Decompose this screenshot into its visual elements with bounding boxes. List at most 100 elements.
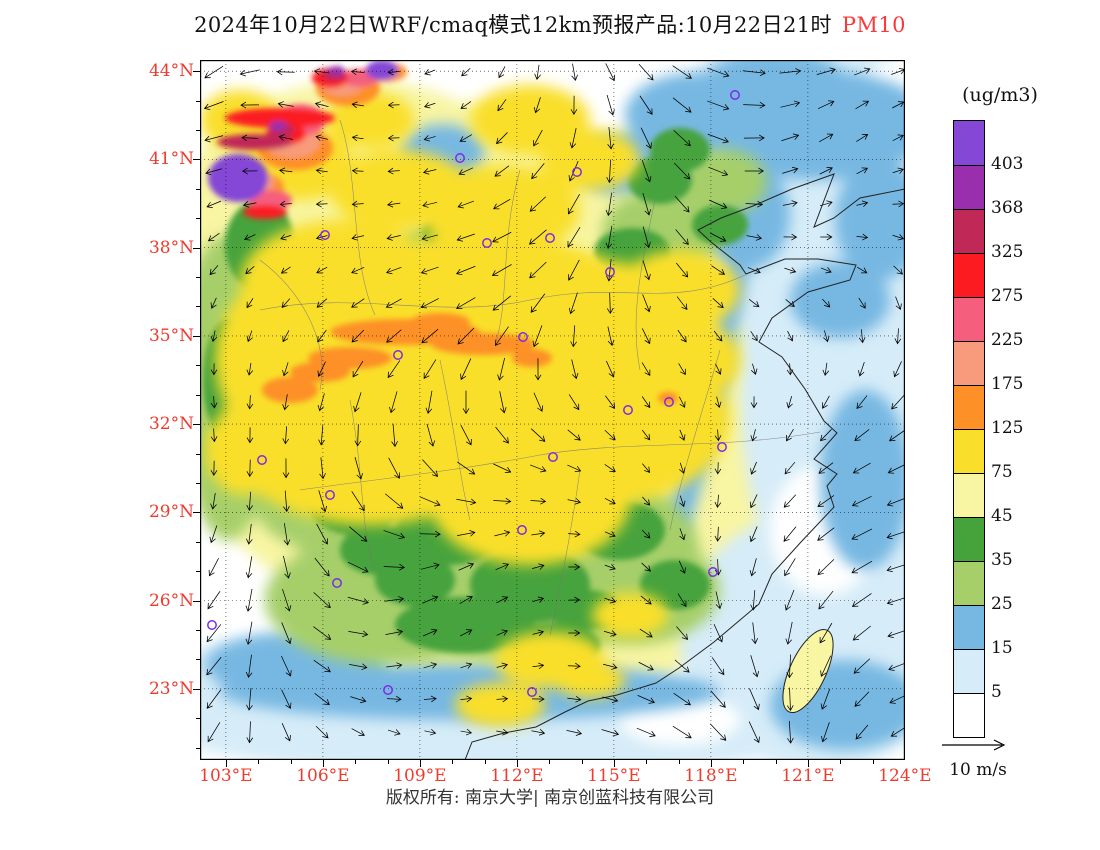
pm10-field bbox=[160, 30, 960, 775]
lat-label: 35°N bbox=[148, 325, 194, 346]
tick bbox=[808, 760, 810, 767]
city-marker bbox=[717, 442, 727, 452]
tick bbox=[193, 335, 200, 337]
tick bbox=[196, 659, 200, 661]
legend-value: 15 bbox=[991, 638, 1013, 658]
city-marker bbox=[383, 685, 393, 695]
city-marker bbox=[545, 233, 555, 243]
lon-label: 103°E bbox=[199, 766, 253, 786]
tick bbox=[840, 760, 842, 764]
city-marker bbox=[257, 455, 267, 465]
legend-value: 125 bbox=[991, 418, 1024, 438]
legend-colorbar bbox=[953, 120, 985, 738]
city-marker bbox=[548, 452, 558, 462]
tick bbox=[196, 130, 200, 132]
tick bbox=[196, 482, 200, 484]
tick bbox=[196, 218, 200, 220]
lat-label: 23°N bbox=[148, 678, 194, 699]
legend-color-step bbox=[954, 253, 984, 297]
city-marker bbox=[527, 687, 537, 697]
wind-vectors bbox=[203, 63, 910, 744]
tick bbox=[872, 760, 874, 764]
lon-label: 118°E bbox=[684, 766, 738, 786]
legend-value: 368 bbox=[991, 198, 1024, 218]
map-frame bbox=[199, 59, 906, 761]
tick bbox=[193, 159, 200, 161]
tick bbox=[196, 718, 200, 720]
legend-value: 25 bbox=[991, 594, 1013, 614]
tick bbox=[452, 760, 454, 764]
tick bbox=[290, 760, 292, 764]
tick bbox=[196, 453, 200, 455]
tick bbox=[355, 760, 357, 764]
tick bbox=[419, 760, 421, 767]
legend-color-step bbox=[954, 165, 984, 209]
title-main: 2024年10月22日WRF/cmaq模式12km预报产品:10月22日21时 bbox=[194, 13, 832, 37]
city-marker bbox=[455, 153, 465, 163]
tick bbox=[196, 571, 200, 573]
tick bbox=[711, 760, 712, 767]
tick bbox=[225, 760, 227, 767]
city-marker bbox=[332, 578, 342, 588]
legend-value: 45 bbox=[991, 506, 1013, 526]
tick bbox=[196, 747, 200, 749]
legend-color-step bbox=[954, 121, 984, 165]
tick bbox=[193, 424, 200, 426]
legend-value: 5 bbox=[991, 682, 1002, 702]
city-marker bbox=[605, 267, 615, 277]
legend-value: 75 bbox=[991, 462, 1013, 482]
tick bbox=[646, 760, 648, 764]
tick bbox=[196, 365, 200, 367]
tick bbox=[484, 760, 486, 764]
tick bbox=[196, 394, 200, 396]
city-marker bbox=[730, 90, 740, 100]
city-marker bbox=[664, 397, 674, 407]
tick bbox=[193, 688, 200, 690]
city-marker bbox=[207, 620, 217, 630]
city-markers bbox=[207, 90, 740, 697]
city-marker bbox=[518, 332, 528, 342]
tick bbox=[258, 760, 260, 764]
legend-value: 35 bbox=[991, 550, 1013, 570]
tick bbox=[193, 247, 200, 249]
legend-color-step bbox=[954, 605, 984, 649]
page-title: 2024年10月22日WRF/cmaq模式12km预报产品:10月22日21时 P… bbox=[0, 9, 1100, 39]
legend-unit: (ug/m3) bbox=[962, 84, 1038, 106]
legend-color-step bbox=[954, 385, 984, 429]
city-marker bbox=[393, 350, 403, 360]
legend-color-step bbox=[954, 209, 984, 253]
city-marker bbox=[708, 567, 718, 577]
city-marker bbox=[325, 490, 335, 500]
lon-label: 121°E bbox=[781, 766, 835, 786]
wind-scale-arrow bbox=[942, 739, 1006, 751]
lon-label: 106°E bbox=[296, 766, 350, 786]
lat-label: 26°N bbox=[148, 590, 194, 611]
tick bbox=[322, 760, 324, 767]
lat-label: 38°N bbox=[148, 237, 194, 258]
tick bbox=[581, 760, 583, 764]
tick bbox=[193, 71, 200, 73]
lon-label: 124°E bbox=[878, 766, 932, 786]
tick bbox=[775, 760, 777, 764]
legend-color-step bbox=[954, 649, 984, 693]
tick bbox=[516, 760, 518, 767]
tick bbox=[196, 277, 200, 279]
tick bbox=[196, 541, 200, 543]
legend-color-step bbox=[954, 341, 984, 385]
map-plot bbox=[160, 30, 960, 775]
legend-color-step bbox=[954, 429, 984, 473]
city-marker bbox=[572, 167, 582, 177]
legend-value: 275 bbox=[991, 286, 1024, 306]
tick bbox=[387, 760, 389, 764]
tick bbox=[193, 512, 200, 514]
city-marker bbox=[320, 230, 330, 240]
city-marker bbox=[623, 405, 633, 415]
city-marker bbox=[517, 525, 527, 535]
graticule bbox=[200, 60, 905, 760]
copyright: 版权所有: 南京大学| 南京创蓝科技有限公司 bbox=[385, 788, 715, 808]
city-marker bbox=[482, 238, 492, 248]
legend-color-step bbox=[954, 517, 984, 561]
legend-value: 225 bbox=[991, 330, 1024, 350]
tick bbox=[743, 760, 745, 764]
lon-label: 115°E bbox=[587, 766, 641, 786]
